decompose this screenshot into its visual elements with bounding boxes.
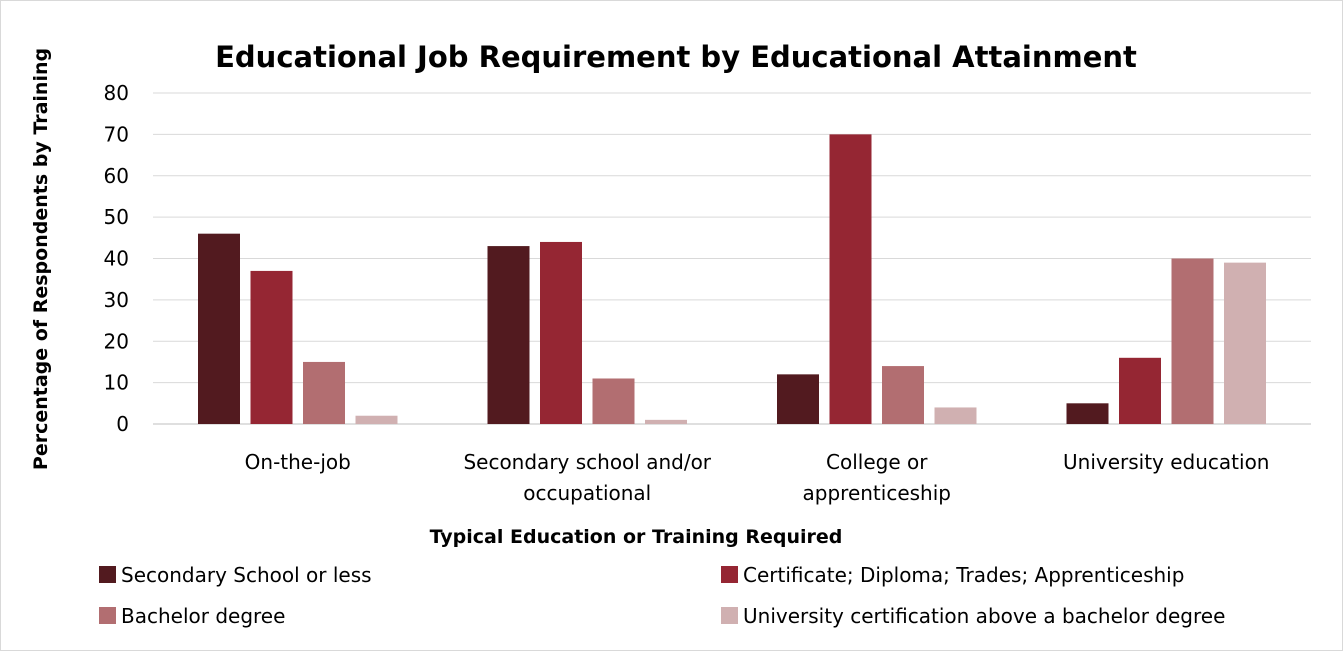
legend-swatch [721,607,738,624]
x-category-label: occupational [523,481,651,505]
bar [355,415,398,424]
y-tick-label: 0 [116,412,129,436]
bar [250,270,293,424]
y-tick-label: 30 [104,288,129,312]
legend-swatch [721,566,738,583]
x-axis-category-labels: On-the-job Secondary school and/or occupat… [245,450,1270,505]
bar [592,378,635,424]
y-tick-label: 50 [104,205,129,229]
legend-swatch [99,566,116,583]
bar [1119,357,1161,424]
x-category-label: Secondary school and/or [463,450,711,474]
bar [1066,403,1109,424]
bar [934,407,977,424]
bar [198,233,240,424]
chart-title: Educational Job Requirement by Education… [215,40,1137,74]
x-category-label: On-the-job [245,450,351,474]
bar [777,374,819,424]
y-tick-label: 80 [104,81,129,105]
legend-label: University certification above a bachelo… [743,604,1225,628]
legend-label: Bachelor degree [121,604,285,628]
bar [1224,262,1266,424]
bar [645,419,687,424]
y-tick-label: 70 [104,122,129,146]
bar [829,134,872,424]
x-category-label: apprenticeship [803,481,951,505]
bar [303,361,345,424]
x-category-label: College or [826,450,928,474]
x-category-label: University education [1063,450,1269,474]
bar [882,366,924,424]
y-axis-title: Percentage of Respondents by Training [30,48,52,470]
y-tick-label: 40 [104,247,129,271]
y-tick-label: 10 [104,371,129,395]
bar [540,241,582,424]
y-axis-ticks: 0 10 20 30 40 50 60 70 80 [104,81,129,436]
y-tick-label: 20 [104,329,129,353]
bar [1171,258,1214,424]
bar [487,246,530,424]
y-tick-label: 60 [104,164,129,188]
legend-label: Certificate; Diploma; Trades; Apprentice… [743,563,1184,587]
gridlines [153,92,1311,425]
legend: Secondary School or less Certificate; Dip… [99,563,1225,628]
legend-label: Secondary School or less [121,563,372,587]
legend-swatch [99,607,116,624]
x-axis-title: Typical Education or Training Required [430,526,843,548]
bars [198,134,1266,424]
